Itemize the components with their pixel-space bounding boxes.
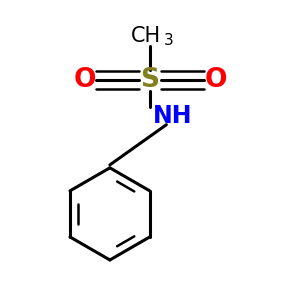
Text: O: O bbox=[74, 67, 96, 93]
Text: O: O bbox=[204, 67, 226, 93]
Text: S: S bbox=[140, 67, 160, 93]
Text: CH: CH bbox=[130, 26, 160, 46]
Text: 3: 3 bbox=[164, 33, 173, 48]
Text: NH: NH bbox=[152, 104, 192, 128]
